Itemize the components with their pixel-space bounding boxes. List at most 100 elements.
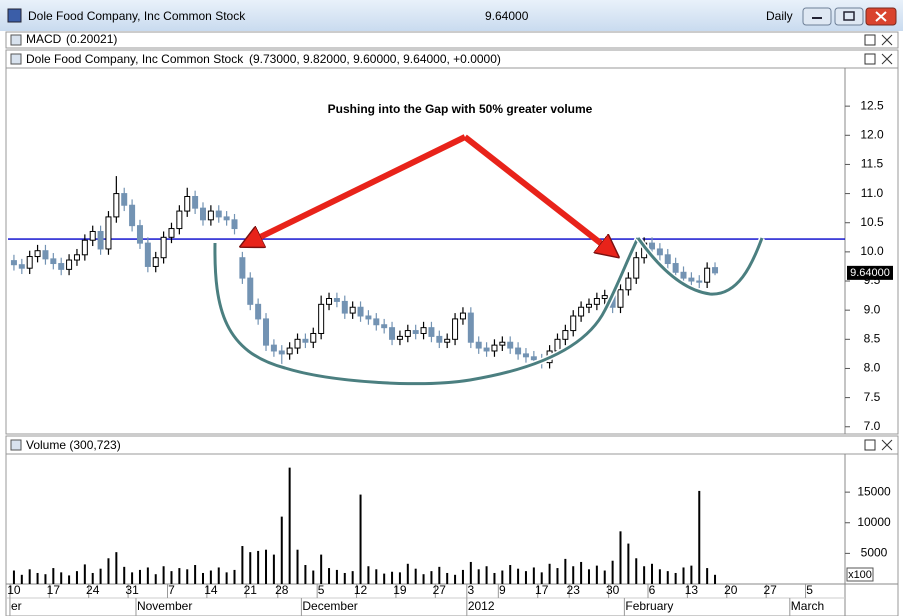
volume-bar — [564, 558, 567, 584]
price-axis: 7.07.58.08.59.09.510.010.511.011.512.012… — [845, 98, 893, 433]
volume-bar — [99, 568, 102, 584]
x-tick-label: 5 — [806, 583, 813, 597]
candle-body — [121, 193, 128, 206]
window-interval: Daily — [766, 9, 793, 23]
volume-pane — [5, 435, 899, 616]
candle-body — [412, 330, 419, 334]
candle-body — [144, 242, 151, 267]
volume-bar — [28, 569, 31, 584]
x-tick-label: 17 — [535, 583, 549, 597]
volume-bar — [328, 568, 331, 584]
x-tick-label: 3 — [467, 583, 474, 597]
pane-close[interactable] — [881, 53, 893, 65]
x-tick-label: 14 — [204, 583, 218, 597]
candle-body — [389, 327, 396, 340]
arrow-left — [248, 134, 467, 243]
volume-bar — [186, 569, 189, 584]
volume-bar — [194, 565, 197, 584]
volume-bar — [714, 574, 717, 584]
candle-body — [199, 207, 206, 221]
x-tick-label: 6 — [649, 583, 656, 597]
volume-bar — [509, 565, 512, 584]
candle-body — [428, 327, 435, 337]
volume-bar — [422, 574, 425, 584]
minimize-button[interactable] — [802, 7, 832, 26]
volume-bar — [706, 568, 709, 584]
x-tick-label: 23 — [567, 583, 581, 597]
volume-bar — [603, 570, 606, 584]
candle-body — [239, 257, 246, 279]
volume-bar — [556, 568, 559, 584]
volume-bar — [446, 572, 449, 584]
month-label: March — [791, 599, 824, 613]
pane-maximize[interactable] — [864, 439, 876, 451]
cup-curve — [213, 237, 640, 386]
candle-body — [247, 277, 254, 305]
volume-bar — [635, 558, 638, 584]
candle-body — [176, 210, 183, 230]
volume-tick-label: 15000 — [857, 484, 891, 498]
x-tick-label: 9 — [499, 583, 506, 597]
candle-body — [649, 242, 656, 250]
candle-body — [207, 210, 214, 221]
maximize-button[interactable] — [834, 7, 864, 26]
volume-bar — [280, 516, 283, 584]
pane-maximize[interactable] — [864, 34, 876, 46]
pane-maximize[interactable] — [864, 53, 876, 65]
volume-bar — [312, 570, 315, 584]
y-tick-label: 12.0 — [860, 127, 884, 141]
month-label: November — [137, 599, 192, 613]
volume-bar — [91, 572, 94, 584]
candle-body — [184, 195, 191, 212]
candle-body — [522, 353, 529, 358]
volume-bar — [257, 550, 260, 584]
macd-pane-header — [5, 31, 899, 49]
candle-body — [507, 341, 514, 349]
candle-body — [310, 332, 317, 343]
x-tick-label: 27 — [763, 583, 777, 597]
candle-body — [341, 300, 348, 314]
pane-icon — [10, 439, 22, 451]
unit-box — [846, 567, 874, 582]
candle-body — [152, 257, 159, 267]
volume-bar — [146, 567, 149, 584]
volume-bar — [414, 568, 417, 584]
y-tick-label: 7.0 — [864, 419, 881, 433]
volume-bar — [115, 552, 118, 584]
candle-body — [475, 341, 482, 349]
candle-body — [286, 347, 293, 355]
pane-close[interactable] — [881, 439, 893, 451]
volume-bar — [272, 554, 275, 584]
candle-body — [593, 298, 600, 305]
candle-body — [318, 303, 325, 334]
candle-body — [333, 298, 340, 302]
candle-body — [136, 225, 143, 244]
volume-bar — [304, 565, 307, 584]
y-tick-label: 7.5 — [864, 390, 881, 404]
volume-bar — [383, 573, 386, 584]
candle-body — [215, 210, 222, 218]
volume-bar — [469, 561, 472, 584]
volume-bar — [75, 571, 78, 584]
volume-bar — [60, 572, 63, 584]
window-price: 9.64000 — [485, 9, 529, 23]
window-buttons[interactable] — [802, 7, 897, 26]
pane-close[interactable] — [881, 34, 893, 46]
last-price-box — [847, 265, 893, 280]
volume-bar — [265, 549, 268, 584]
volume-bar — [674, 572, 677, 584]
volume-bar — [454, 574, 457, 584]
volume-bar — [406, 563, 409, 584]
volume-bar — [52, 568, 55, 584]
volume-axis: 5000 10000 15000 — [845, 484, 891, 560]
x-tick-label: 31 — [125, 583, 139, 597]
x-tick-label: 5 — [318, 583, 325, 597]
candle-body — [278, 350, 285, 355]
candle-body — [255, 303, 262, 320]
volume-bar — [20, 574, 23, 584]
annotation: Pushing into the Gap with 50% greater vo… — [328, 102, 593, 116]
x-tick-label: 30 — [606, 583, 620, 597]
volume-bar — [611, 560, 614, 584]
price-subtitle: (9.73000, 9.82000, 9.60000, 9.64000, +0.… — [249, 52, 501, 66]
volume-bar — [162, 566, 165, 584]
